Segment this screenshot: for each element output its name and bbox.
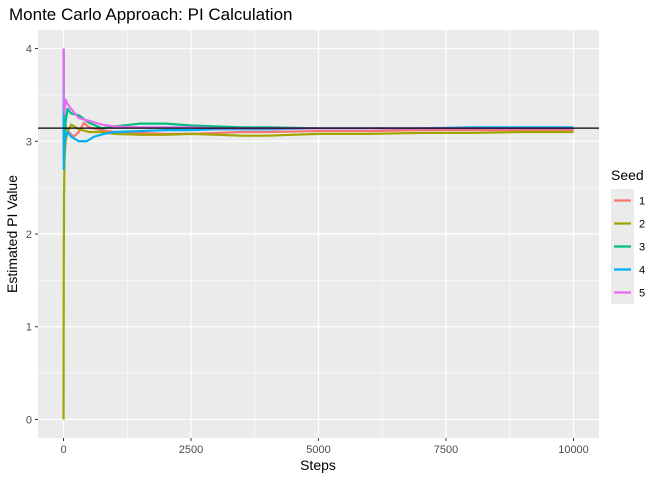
y-tick-label: 1: [26, 322, 32, 334]
x-tick-label: 10000: [558, 444, 589, 456]
y-axis-title: Estimated PI Value: [4, 175, 20, 293]
chart-title: Monte Carlo Approach: PI Calculation: [9, 5, 293, 24]
y-axis-ticks: 0 1 2 3 4: [26, 44, 38, 426]
x-tick-label: 5000: [306, 444, 330, 456]
y-tick-label: 3: [26, 136, 32, 148]
x-tick-label: 0: [60, 444, 66, 456]
y-tick-label: 0: [26, 414, 32, 426]
legend-items: 1 2 3 4 5: [611, 189, 645, 304]
legend-label-1: 1: [639, 196, 645, 208]
legend-label-4: 4: [639, 265, 645, 277]
legend: Seed 1 2 3 4 5: [611, 167, 645, 304]
x-axis-ticks: 0 2500 5000 7500 10000: [60, 438, 589, 456]
x-axis-title: Steps: [300, 457, 336, 473]
y-tick-label: 4: [26, 44, 32, 56]
x-tick-label: 7500: [434, 444, 458, 456]
legend-label-3: 3: [639, 242, 645, 254]
y-tick-label: 2: [26, 229, 32, 241]
legend-title: Seed: [611, 167, 644, 183]
x-tick-label: 2500: [179, 444, 203, 456]
legend-label-5: 5: [639, 288, 645, 300]
legend-label-2: 2: [639, 219, 645, 231]
